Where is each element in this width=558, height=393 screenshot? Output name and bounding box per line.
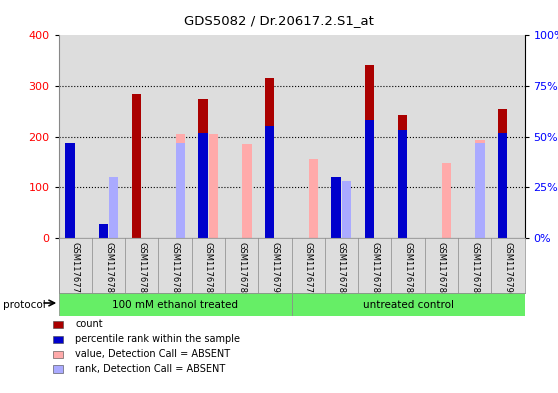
Bar [398,130,407,238]
Text: GSM1176781: GSM1176781 [104,242,113,298]
Text: GSM1176788: GSM1176788 [470,242,479,299]
Text: GSM1176791: GSM1176791 [271,242,280,298]
Bar [198,99,208,238]
Bar [59,293,291,316]
Text: untreated control: untreated control [363,299,454,310]
Bar [192,35,225,238]
Bar [391,35,425,238]
Text: 100 mM ethanol treated: 100 mM ethanol treated [112,299,238,310]
Text: count: count [75,319,103,329]
Bar [358,35,391,238]
Bar [242,144,252,238]
Bar [291,35,325,238]
Bar [498,109,507,238]
Text: GSM1176786: GSM1176786 [437,242,446,299]
Text: GSM1176785: GSM1176785 [171,242,180,298]
Text: GSM1176778: GSM1176778 [304,242,312,299]
Text: GSM1176780: GSM1176780 [337,242,346,298]
Text: value, Detection Call = ABSENT: value, Detection Call = ABSENT [75,349,230,359]
Bar [158,35,192,238]
Bar [442,163,451,238]
Text: percentile rank within the sample: percentile rank within the sample [75,334,240,344]
Text: GSM1176784: GSM1176784 [403,242,412,298]
Bar [209,134,218,238]
Bar [398,115,407,238]
Text: GSM1176789: GSM1176789 [237,242,246,298]
Bar [176,134,185,238]
Bar [99,224,108,238]
Bar [198,132,208,238]
Text: GSM1176782: GSM1176782 [371,242,379,298]
Bar [342,189,352,238]
Bar [425,35,458,238]
Bar [99,233,108,238]
Text: GSM1176783: GSM1176783 [137,242,146,299]
Bar [491,35,525,238]
Bar [331,177,341,238]
Bar [59,35,92,238]
Bar [132,94,141,238]
Text: GSM1176787: GSM1176787 [204,242,213,299]
Bar [176,143,185,238]
Text: rank, Detection Call = ABSENT: rank, Detection Call = ABSENT [75,364,225,374]
Bar [458,35,491,238]
Bar [365,65,374,238]
Bar [291,293,525,316]
Text: GDS5082 / Dr.20617.2.S1_at: GDS5082 / Dr.20617.2.S1_at [184,14,374,27]
Bar [309,159,318,238]
Bar [325,35,358,238]
Bar [109,232,118,238]
Bar [92,35,125,238]
Bar [65,149,75,238]
Bar [258,35,291,238]
Bar [65,143,75,238]
Bar [475,140,484,238]
Bar [498,132,507,238]
Text: protocol: protocol [3,300,46,310]
Bar [365,120,374,238]
Bar [265,127,274,238]
Text: GSM1176779: GSM1176779 [71,242,80,298]
Bar [109,177,118,238]
Bar [342,181,352,238]
Bar [475,143,484,238]
Bar [265,78,274,238]
Bar [225,35,258,238]
Bar [125,35,158,238]
Text: GSM1176790: GSM1176790 [503,242,512,298]
